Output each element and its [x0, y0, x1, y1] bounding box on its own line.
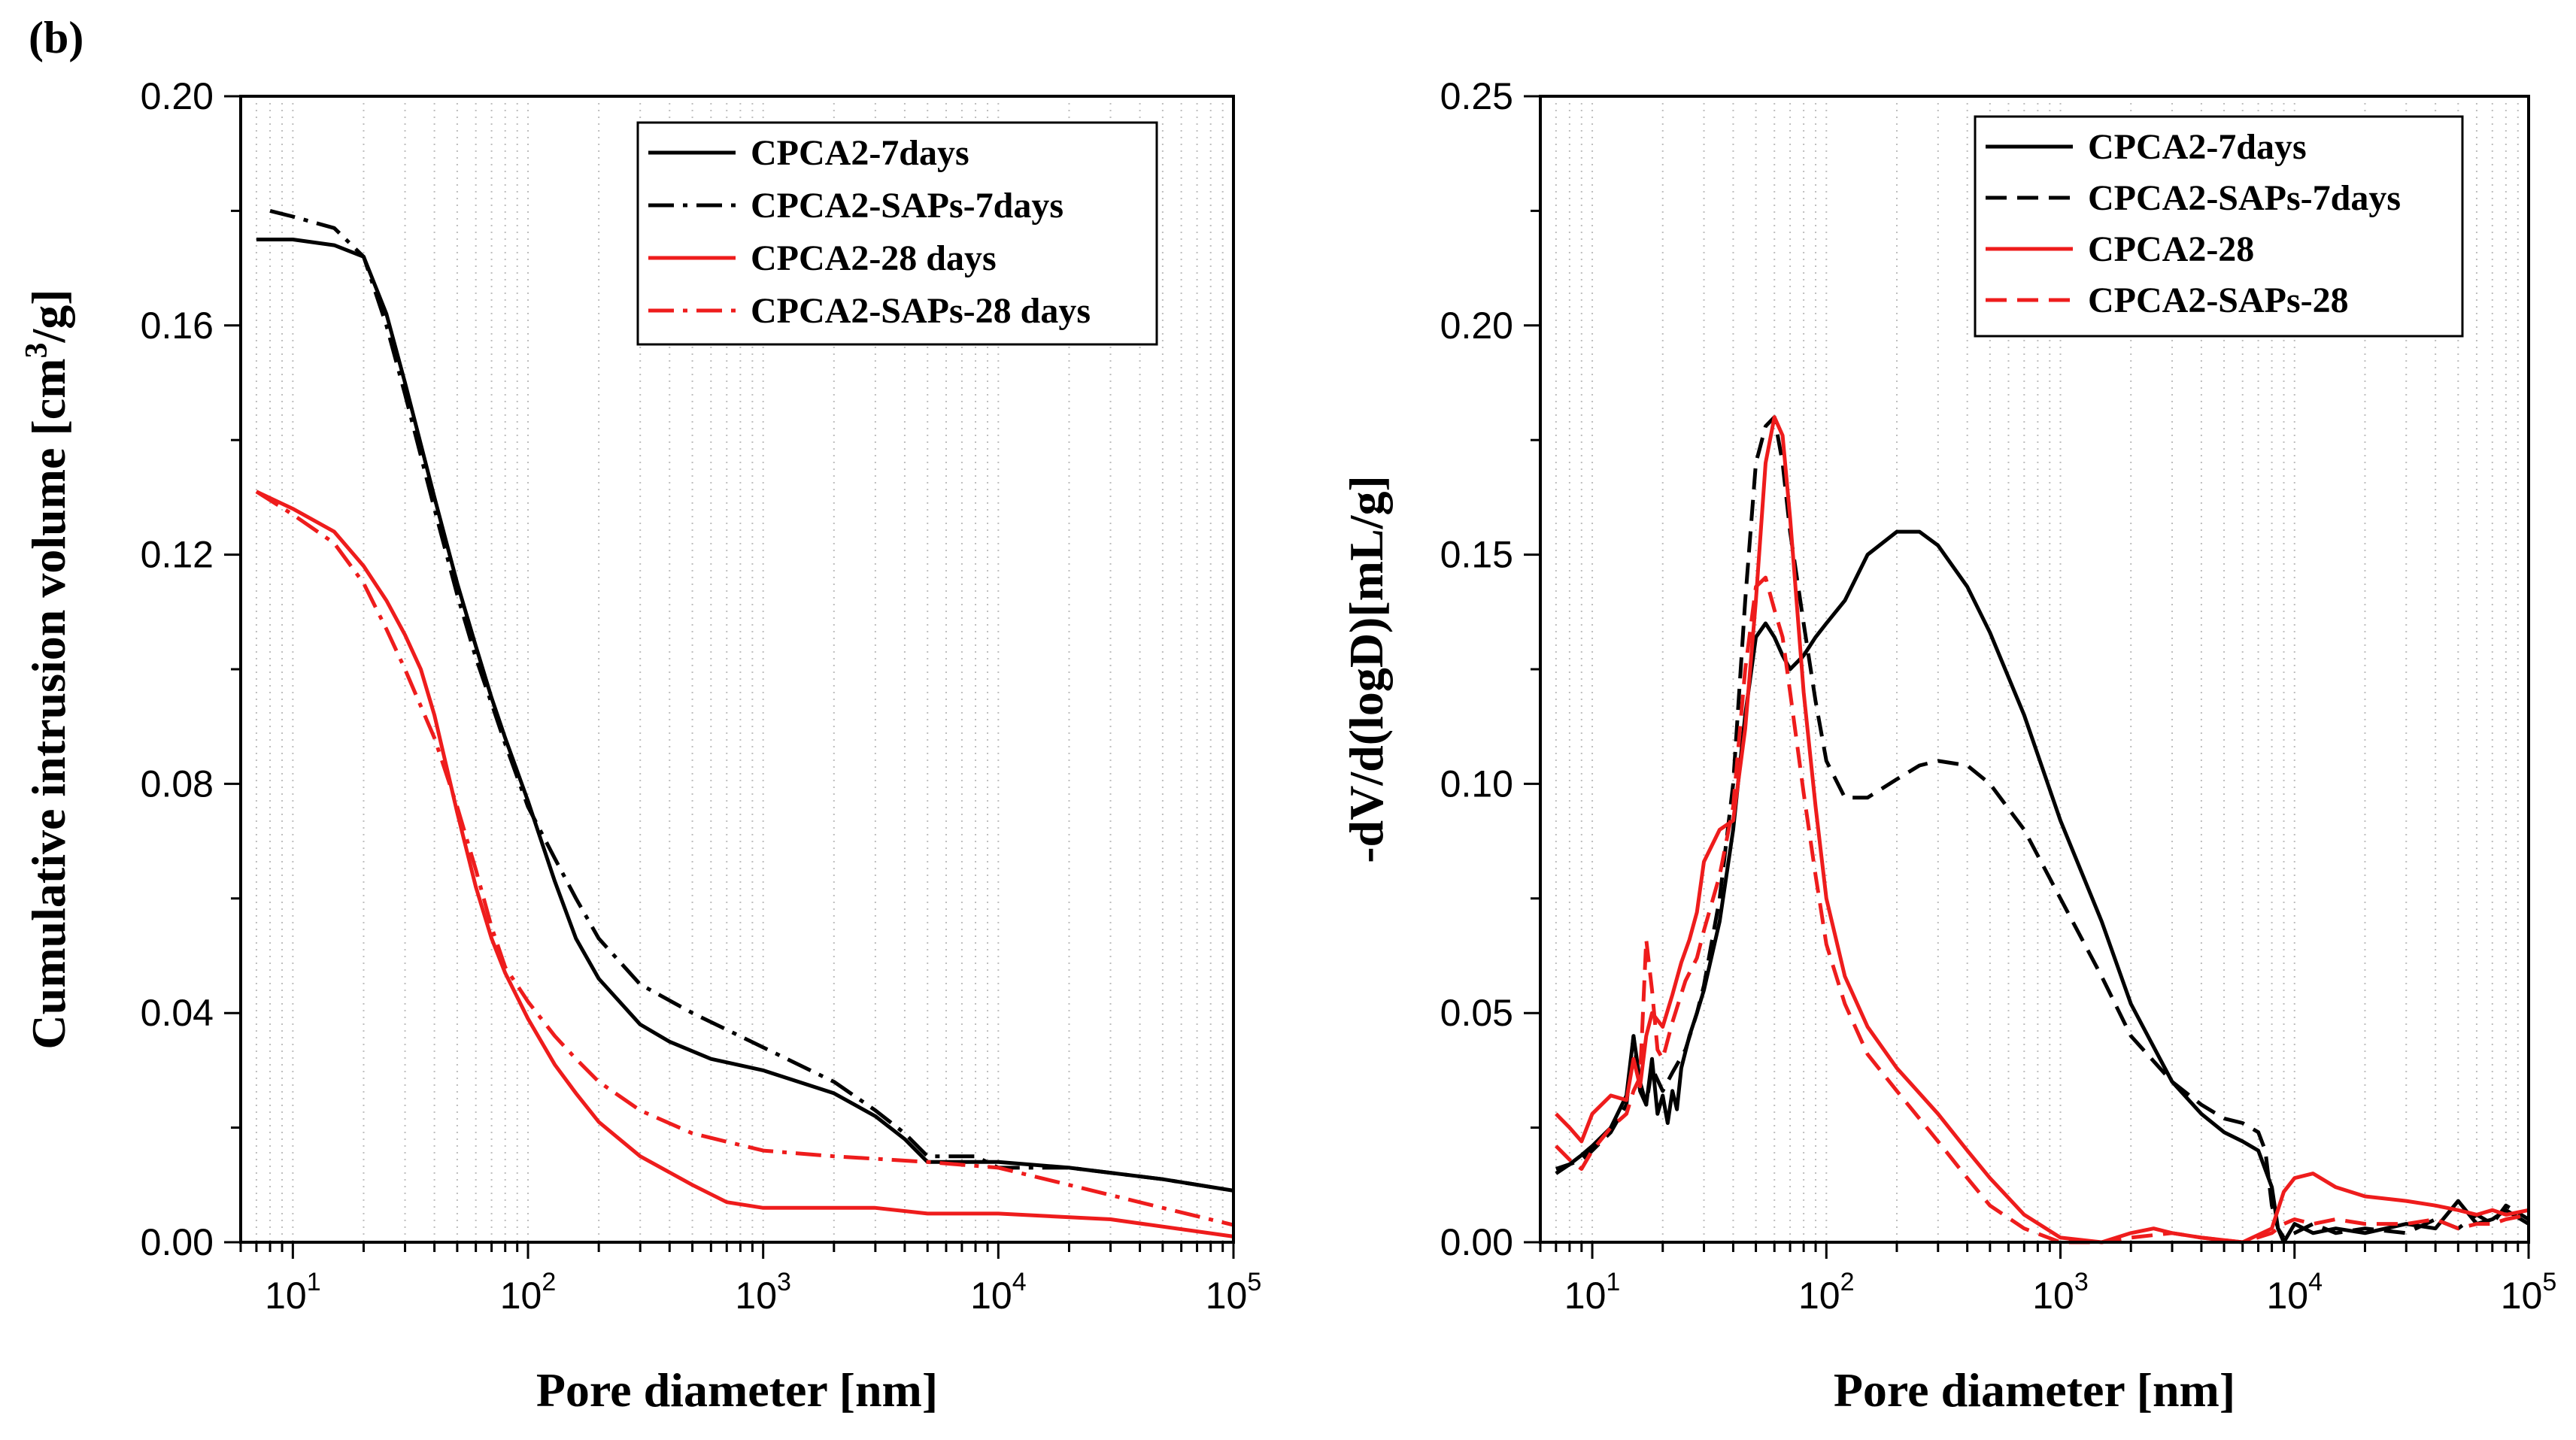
series-line-4 — [255, 490, 1234, 1227]
x-axis-title: Pore diameter [nm] — [536, 1363, 938, 1417]
y-tick-label: 0.12 — [141, 534, 214, 576]
legend-label: CPCA2-SAPs-7days — [2088, 178, 2401, 218]
x-tick-label: 102 — [500, 1268, 557, 1317]
legend: CPCA2-7days CPCA2-SAPs-7days CPCA2-28 days… — [636, 121, 1158, 346]
x-tick-label: 104 — [970, 1268, 1027, 1317]
legend-label: CPCA2-SAPs-28 days — [751, 291, 1091, 331]
legend-label: CPCA2-SAPs-7days — [751, 186, 1063, 226]
series-line-4 — [1555, 575, 2529, 1244]
legend: CPCA2-7days CPCA2-SAPs-7days CPCA2-28 CPCA2… — [1974, 115, 2464, 338]
y-tick-label: 0.08 — [141, 762, 214, 805]
legend-label: CPCA2-28 days — [751, 238, 997, 278]
y-tick-label: 0.25 — [1440, 75, 1513, 117]
y-tick-label: 0.16 — [141, 305, 214, 347]
legend-box — [636, 121, 1158, 346]
series-line-2 — [1555, 415, 2530, 1240]
y-axis-title: -dV/d(logD)[mL/g] — [1340, 475, 1393, 863]
legend-label: CPCA2-7days — [2088, 127, 2307, 167]
x-axis-title: Pore diameter [nm] — [1834, 1363, 2235, 1417]
series-line-1 — [1555, 529, 2530, 1244]
legend-label: CPCA2-SAPs-28 — [2088, 280, 2349, 320]
y-tick-label: 0.00 — [141, 1221, 214, 1263]
x-tick-label: 105 — [1206, 1268, 1262, 1317]
y-tick-label: 0.00 — [1440, 1221, 1513, 1263]
chart-panel-2: 101 102 103 104 105 0.00 0.05 0.10 0.15 0.20 0.25 P… — [1340, 75, 2556, 1417]
y-tick-label: 0.15 — [1440, 534, 1513, 576]
series-line-3 — [255, 490, 1234, 1238]
x-tick-label: 102 — [1798, 1268, 1855, 1317]
series-line-2 — [269, 208, 1234, 1193]
legend-label: CPCA2-28 — [2088, 229, 2254, 269]
y-tick-label: 0.04 — [141, 992, 214, 1034]
x-tick-label: 103 — [2032, 1268, 2089, 1317]
y-tick-label: 0.20 — [141, 75, 214, 117]
panel-label: (b) — [29, 13, 84, 62]
chart-panel-1: 101 102 103 104 105 0.00 0.04 0.08 0.12 0.16 0.20 P… — [20, 75, 1261, 1417]
y-tick-label: 0.10 — [1440, 762, 1513, 805]
x-tick-label: 104 — [2266, 1268, 2323, 1317]
series-line-3 — [1555, 415, 2529, 1244]
y-tick-label: 0.20 — [1440, 305, 1513, 347]
series-line-1 — [256, 238, 1234, 1193]
x-tick-label: 105 — [2501, 1268, 2557, 1317]
y-tick-label: 0.05 — [1440, 992, 1513, 1034]
legend-label: CPCA2-7days — [751, 133, 969, 173]
x-tick-label: 101 — [1564, 1268, 1621, 1317]
x-tick-label: 103 — [735, 1268, 791, 1317]
y-axis-title: Cumulative intrusion volume [cm3/g] — [20, 289, 75, 1049]
x-tick-label: 101 — [265, 1268, 321, 1317]
